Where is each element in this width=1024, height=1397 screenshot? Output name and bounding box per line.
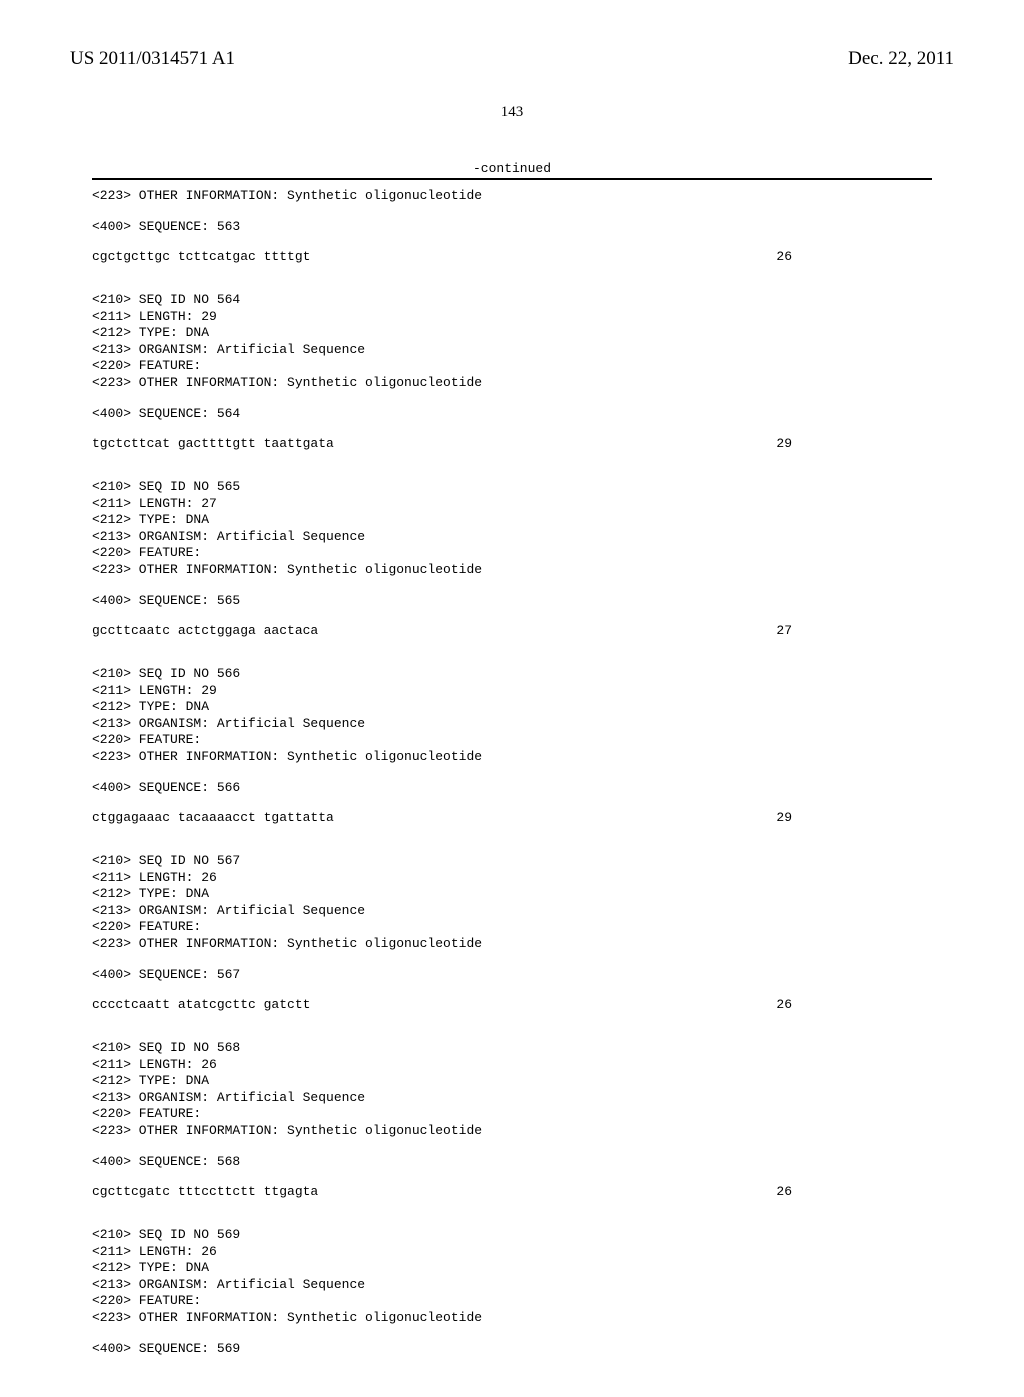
sequence-text: cgcttcgatc tttccttctt ttgagta bbox=[92, 1184, 318, 1201]
divider-top bbox=[92, 178, 932, 180]
seq-meta-line: <223> OTHER INFORMATION: Synthetic oligo… bbox=[92, 562, 932, 579]
sequence-label: <400> SEQUENCE: 566 bbox=[92, 780, 932, 797]
seq-meta-line: <210> SEQ ID NO 568 bbox=[92, 1040, 932, 1057]
seq-meta-line: <213> ORGANISM: Artificial Sequence bbox=[92, 903, 932, 920]
sequence-label: <400> SEQUENCE: 569 bbox=[92, 1341, 932, 1358]
spacer bbox=[92, 453, 932, 479]
seq-meta-line: <223> OTHER INFORMATION: Synthetic oligo… bbox=[92, 936, 932, 953]
sequence-text: gccttcaatc actctggaga aactaca bbox=[92, 623, 318, 640]
seq-meta-line: <211> LENGTH: 26 bbox=[92, 1244, 932, 1261]
seq-meta-line: <210> SEQ ID NO 566 bbox=[92, 666, 932, 683]
sequence-length: 26 bbox=[776, 249, 932, 266]
spacer bbox=[92, 640, 932, 666]
spacer bbox=[92, 1140, 932, 1154]
sequence-text: ctggagaaac tacaaaacct tgattatta bbox=[92, 810, 334, 827]
sequence-label: <400> SEQUENCE: 565 bbox=[92, 593, 932, 610]
sequence-label: <400> SEQUENCE: 567 bbox=[92, 967, 932, 984]
seq-meta-line: <212> TYPE: DNA bbox=[92, 1260, 932, 1277]
seq-meta-line: <223> OTHER INFORMATION: Synthetic oligo… bbox=[92, 375, 932, 392]
sequence-text: cgctgcttgc tcttcatgac ttttgt bbox=[92, 249, 310, 266]
spacer bbox=[92, 609, 932, 623]
content-area: -continued <223> OTHER INFORMATION: Synt… bbox=[70, 161, 954, 1357]
seq-meta-line: <220> FEATURE: bbox=[92, 732, 932, 749]
seq-meta-line: <211> LENGTH: 26 bbox=[92, 1057, 932, 1074]
sequence-listing: <223> OTHER INFORMATION: Synthetic oligo… bbox=[92, 188, 932, 1357]
spacer bbox=[92, 1170, 932, 1184]
sequence-length: 26 bbox=[776, 997, 932, 1014]
seq-meta-line: <213> ORGANISM: Artificial Sequence bbox=[92, 529, 932, 546]
sequence-length: 26 bbox=[776, 1184, 932, 1201]
seq-meta-line: <211> LENGTH: 27 bbox=[92, 496, 932, 513]
seq-meta-line: <220> FEATURE: bbox=[92, 1106, 932, 1123]
seq-meta-line: <212> TYPE: DNA bbox=[92, 886, 932, 903]
seq-meta-line: <212> TYPE: DNA bbox=[92, 699, 932, 716]
sequence-row: tgctcttcat gacttttgtt taattgata 29 bbox=[92, 436, 932, 453]
continued-label: -continued bbox=[92, 161, 932, 176]
seq-meta-line: <223> OTHER INFORMATION: Synthetic oligo… bbox=[92, 188, 932, 205]
spacer bbox=[92, 953, 932, 967]
seq-meta-line: <213> ORGANISM: Artificial Sequence bbox=[92, 1277, 932, 1294]
seq-meta-line: <223> OTHER INFORMATION: Synthetic oligo… bbox=[92, 749, 932, 766]
sequence-row: ctggagaaac tacaaaacct tgattatta 29 bbox=[92, 810, 932, 827]
spacer bbox=[92, 766, 932, 780]
seq-meta-line: <213> ORGANISM: Artificial Sequence bbox=[92, 1090, 932, 1107]
seq-meta-line: <213> ORGANISM: Artificial Sequence bbox=[92, 716, 932, 733]
page-container: US 2011/0314571 A1 Dec. 22, 2011 143 -co… bbox=[0, 0, 1024, 1397]
sequence-row: cgcttcgatc tttccttctt ttgagta 26 bbox=[92, 1184, 932, 1201]
spacer bbox=[92, 983, 932, 997]
sequence-length: 29 bbox=[776, 810, 932, 827]
seq-meta-line: <210> SEQ ID NO 567 bbox=[92, 853, 932, 870]
spacer bbox=[92, 579, 932, 593]
seq-meta-line: <210> SEQ ID NO 564 bbox=[92, 292, 932, 309]
sequence-label: <400> SEQUENCE: 563 bbox=[92, 219, 932, 236]
sequence-row: cgctgcttgc tcttcatgac ttttgt 26 bbox=[92, 249, 932, 266]
sequence-length: 27 bbox=[776, 623, 932, 640]
spacer bbox=[92, 422, 932, 436]
seq-meta-line: <220> FEATURE: bbox=[92, 919, 932, 936]
seq-meta-line: <210> SEQ ID NO 569 bbox=[92, 1227, 932, 1244]
spacer bbox=[92, 1327, 932, 1341]
sequence-label: <400> SEQUENCE: 568 bbox=[92, 1154, 932, 1171]
seq-meta-line: <210> SEQ ID NO 565 bbox=[92, 479, 932, 496]
seq-meta-line: <212> TYPE: DNA bbox=[92, 1073, 932, 1090]
spacer bbox=[92, 1014, 932, 1040]
publication-date: Dec. 22, 2011 bbox=[848, 48, 954, 70]
spacer bbox=[92, 1201, 932, 1227]
seq-meta-line: <220> FEATURE: bbox=[92, 1293, 932, 1310]
spacer bbox=[92, 827, 932, 853]
spacer bbox=[92, 796, 932, 810]
seq-meta-line: <211> LENGTH: 29 bbox=[92, 309, 932, 326]
sequence-row: cccctcaatt atatcgcttc gatctt 26 bbox=[92, 997, 932, 1014]
spacer bbox=[92, 266, 932, 292]
seq-meta-line: <212> TYPE: DNA bbox=[92, 325, 932, 342]
spacer bbox=[92, 392, 932, 406]
seq-meta-line: <211> LENGTH: 26 bbox=[92, 870, 932, 887]
page-number: 143 bbox=[70, 104, 954, 121]
sequence-length: 29 bbox=[776, 436, 932, 453]
publication-number: US 2011/0314571 A1 bbox=[70, 48, 235, 70]
sequence-text: tgctcttcat gacttttgtt taattgata bbox=[92, 436, 334, 453]
spacer bbox=[92, 205, 932, 219]
seq-meta-line: <212> TYPE: DNA bbox=[92, 512, 932, 529]
sequence-text: cccctcaatt atatcgcttc gatctt bbox=[92, 997, 310, 1014]
seq-meta-line: <220> FEATURE: bbox=[92, 545, 932, 562]
seq-meta-line: <211> LENGTH: 29 bbox=[92, 683, 932, 700]
seq-meta-line: <220> FEATURE: bbox=[92, 358, 932, 375]
seq-meta-line: <223> OTHER INFORMATION: Synthetic oligo… bbox=[92, 1123, 932, 1140]
seq-meta-line: <223> OTHER INFORMATION: Synthetic oligo… bbox=[92, 1310, 932, 1327]
sequence-label: <400> SEQUENCE: 564 bbox=[92, 406, 932, 423]
seq-meta-line: <213> ORGANISM: Artificial Sequence bbox=[92, 342, 932, 359]
sequence-row: gccttcaatc actctggaga aactaca 27 bbox=[92, 623, 932, 640]
spacer bbox=[92, 235, 932, 249]
page-header: US 2011/0314571 A1 Dec. 22, 2011 bbox=[70, 48, 954, 70]
